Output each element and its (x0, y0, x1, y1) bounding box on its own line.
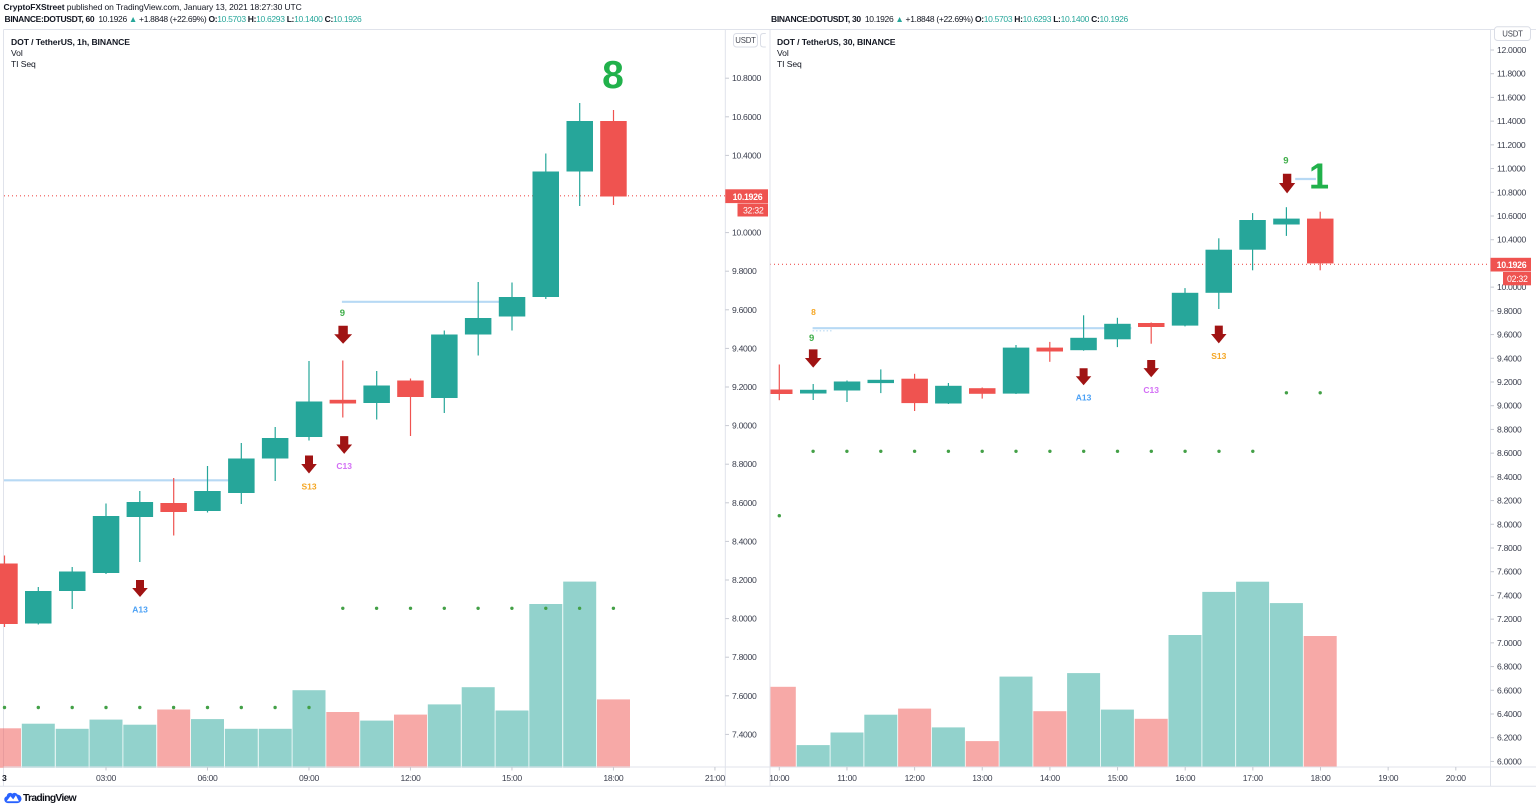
svg-text:8.8000: 8.8000 (1497, 424, 1522, 434)
svg-text:10.0000: 10.0000 (1497, 282, 1526, 292)
svg-text:6.0000: 6.0000 (1497, 756, 1522, 766)
svg-text:USDT: USDT (1502, 30, 1523, 39)
svg-text:10.6000: 10.6000 (1497, 211, 1526, 221)
svg-text:10.4000: 10.4000 (1497, 235, 1526, 245)
svg-text:06:00: 06:00 (197, 773, 218, 783)
svg-text:11.4000: 11.4000 (1497, 116, 1526, 126)
svg-text:8.2000: 8.2000 (732, 575, 757, 585)
svg-text:9.4000: 9.4000 (1497, 353, 1522, 363)
svg-text:11.8000: 11.8000 (1497, 69, 1526, 79)
svg-text:12.0000: 12.0000 (1497, 45, 1526, 55)
svg-text:32:32: 32:32 (743, 205, 764, 215)
svg-text:7.2000: 7.2000 (1497, 614, 1522, 624)
svg-text:8.6000: 8.6000 (1497, 448, 1522, 458)
svg-text:8.4000: 8.4000 (732, 536, 757, 546)
svg-text:6.2000: 6.2000 (1497, 733, 1522, 743)
svg-text:19:00: 19:00 (1378, 773, 1399, 783)
svg-text:9.0000: 9.0000 (732, 421, 757, 431)
svg-text:9.6000: 9.6000 (732, 305, 757, 315)
svg-text:11.6000: 11.6000 (1497, 92, 1526, 102)
svg-text:9: 9 (1283, 156, 1288, 167)
svg-text:13:00: 13:00 (972, 773, 993, 783)
svg-text:11.0000: 11.0000 (1497, 164, 1526, 174)
svg-text:11:00: 11:00 (837, 773, 857, 783)
svg-text:C13: C13 (336, 461, 352, 471)
svg-text:15:00: 15:00 (502, 773, 523, 783)
svg-text:10.0000: 10.0000 (732, 228, 761, 238)
svg-text:6.6000: 6.6000 (1497, 685, 1522, 695)
svg-text:8.8000: 8.8000 (732, 459, 757, 469)
svg-text:8: 8 (811, 307, 816, 317)
svg-text:15:00: 15:00 (1107, 773, 1128, 783)
svg-text:03:00: 03:00 (96, 773, 117, 783)
svg-text:9.0000: 9.0000 (1497, 401, 1522, 411)
svg-text:A13: A13 (132, 605, 148, 615)
svg-text:17:00: 17:00 (1243, 773, 1264, 783)
svg-text:8.0000: 8.0000 (1497, 519, 1522, 529)
svg-text:7.6000: 7.6000 (1497, 567, 1522, 577)
svg-text:9.8000: 9.8000 (1497, 306, 1522, 316)
svg-text:9.6000: 9.6000 (1497, 330, 1522, 340)
svg-text:8.6000: 8.6000 (732, 498, 757, 508)
svg-text:8.2000: 8.2000 (1497, 496, 1522, 506)
svg-text:20:00: 20:00 (1446, 773, 1467, 783)
svg-text:7.4000: 7.4000 (1497, 590, 1522, 600)
svg-text:6.8000: 6.8000 (1497, 662, 1522, 672)
svg-text:7.8000: 7.8000 (1497, 543, 1522, 553)
svg-text:11.2000: 11.2000 (1497, 140, 1526, 150)
svg-text:10.1926: 10.1926 (733, 192, 763, 202)
svg-text:9: 9 (809, 333, 814, 344)
svg-text:10.6000: 10.6000 (732, 112, 761, 122)
svg-text:10.1926: 10.1926 (1497, 260, 1527, 270)
svg-text:9.8000: 9.8000 (732, 266, 757, 276)
svg-text:09:00: 09:00 (299, 773, 320, 783)
svg-text:8.4000: 8.4000 (1497, 472, 1522, 482)
svg-text:10.4000: 10.4000 (732, 150, 761, 160)
svg-text:7.4000: 7.4000 (732, 729, 757, 739)
svg-text:A13: A13 (1076, 392, 1092, 402)
svg-text:USDT: USDT (735, 36, 756, 45)
svg-text:02:32: 02:32 (1507, 274, 1528, 284)
svg-text:S13: S13 (301, 482, 316, 492)
svg-text:10:00: 10:00 (769, 773, 790, 783)
svg-text:6.4000: 6.4000 (1497, 709, 1522, 719)
svg-text:C13: C13 (1143, 385, 1159, 395)
svg-text:8.0000: 8.0000 (732, 614, 757, 624)
svg-text:9.4000: 9.4000 (732, 343, 757, 353)
svg-text:S13: S13 (1211, 351, 1226, 361)
svg-text:12:00: 12:00 (400, 773, 421, 783)
svg-text:18:00: 18:00 (1310, 773, 1331, 783)
svg-text:8: 8 (602, 54, 624, 97)
svg-text:16:00: 16:00 (1175, 773, 1196, 783)
svg-text:12:00: 12:00 (905, 773, 926, 783)
svg-text:3: 3 (2, 773, 7, 783)
svg-text:10.8000: 10.8000 (732, 73, 761, 83)
svg-text:9.2000: 9.2000 (1497, 377, 1522, 387)
svg-text:7.6000: 7.6000 (732, 691, 757, 701)
svg-text:9: 9 (340, 308, 345, 319)
svg-text:7.8000: 7.8000 (732, 652, 757, 662)
svg-text:10.8000: 10.8000 (1497, 187, 1526, 197)
svg-text:18:00: 18:00 (603, 773, 624, 783)
svg-text:14:00: 14:00 (1040, 773, 1061, 783)
svg-text:21:00: 21:00 (705, 773, 726, 783)
svg-text:1: 1 (1309, 156, 1329, 197)
svg-text:7.0000: 7.0000 (1497, 638, 1522, 648)
svg-text:9.2000: 9.2000 (732, 382, 757, 392)
